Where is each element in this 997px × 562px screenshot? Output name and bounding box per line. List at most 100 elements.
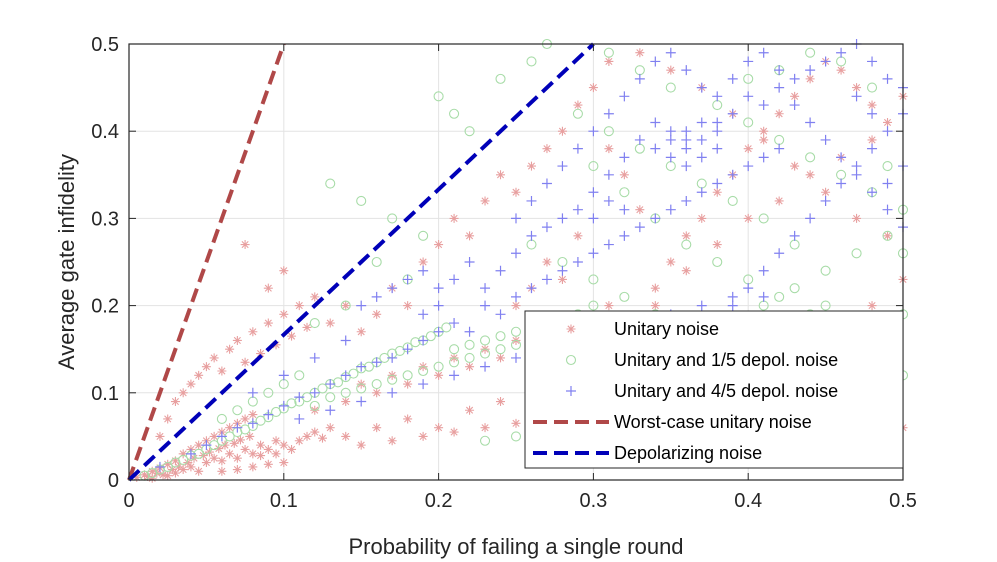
data-point (712, 117, 723, 128)
data-point (356, 300, 367, 311)
data-point (681, 161, 692, 172)
data-point (511, 248, 521, 259)
data-point (603, 195, 614, 206)
data-point (603, 108, 614, 119)
data-point (356, 361, 367, 372)
data-point (867, 135, 877, 145)
data-point (635, 48, 645, 58)
data-point (619, 91, 630, 102)
data-point (867, 108, 878, 119)
data-point (247, 387, 258, 398)
data-point (696, 134, 707, 145)
data-point (790, 91, 800, 101)
data-point (194, 440, 204, 450)
data-point (758, 100, 769, 111)
data-point (309, 387, 320, 398)
data-point (418, 379, 429, 390)
data-point (229, 438, 239, 448)
data-point (789, 230, 800, 241)
data-point (604, 144, 614, 154)
data-point (526, 56, 537, 67)
data-point (325, 405, 336, 416)
data-point (650, 56, 661, 67)
data-point (240, 357, 250, 367)
data-point (774, 65, 785, 76)
data-point (867, 187, 878, 198)
data-point (449, 108, 460, 119)
data-point (449, 344, 460, 355)
data-point (743, 56, 754, 67)
data-point (387, 387, 398, 398)
data-point (882, 204, 893, 215)
data-point (566, 386, 576, 396)
data-point (542, 144, 552, 154)
data-point (403, 414, 413, 424)
legend: Unitary noise Unitary and 1/5 depol. nois… (524, 310, 904, 469)
data-point (557, 265, 568, 276)
data-point (665, 82, 676, 93)
data-point (805, 170, 815, 180)
data-point (325, 392, 336, 403)
data-point (665, 47, 676, 58)
data-point (371, 256, 382, 268)
data-point (820, 195, 831, 206)
data-point (340, 370, 351, 381)
data-point (696, 300, 707, 311)
data-point (194, 466, 204, 476)
data-point (650, 283, 660, 293)
data-point (882, 73, 893, 84)
data-point (449, 427, 459, 437)
data-point (743, 73, 754, 84)
data-point (434, 240, 444, 250)
data-point (805, 65, 816, 76)
data-point (418, 309, 429, 320)
data-point (495, 265, 506, 276)
data-point (464, 352, 475, 363)
data-point (510, 339, 522, 350)
data-point (372, 423, 382, 433)
data-point (650, 117, 661, 128)
data-point (209, 353, 219, 363)
data-point (186, 379, 196, 389)
data-point (263, 283, 273, 293)
y-tick-labels: 0 0.1 0.2 0.3 0.4 0.5 (91, 34, 119, 492)
data-point (178, 465, 188, 475)
data-point (588, 83, 598, 93)
data-point (310, 427, 320, 437)
data-point (511, 301, 521, 311)
data-point (209, 431, 219, 441)
data-point (758, 47, 769, 58)
data-point (434, 423, 444, 433)
data-point (666, 257, 676, 267)
data-point (294, 436, 304, 446)
data-point (235, 435, 245, 445)
series-unitary-1-5-depol (139, 38, 909, 481)
data-point (183, 458, 193, 468)
data-point (154, 461, 165, 472)
data-point (619, 187, 630, 198)
data-point (572, 257, 583, 267)
legend-label: Unitary and 1/5 depol. noise (614, 350, 838, 370)
data-point (743, 144, 753, 154)
data-point (479, 435, 491, 446)
data-point (510, 326, 522, 337)
data-point (759, 135, 769, 145)
data-point (325, 178, 336, 189)
data-point (325, 423, 335, 433)
data-point (278, 370, 289, 381)
data-point (495, 73, 506, 84)
data-point (480, 423, 490, 433)
legend-label: Depolarizing noise (614, 443, 762, 463)
data-point (410, 337, 421, 348)
data-point (619, 230, 630, 241)
legend-label: Unitary noise (614, 319, 719, 339)
data-point (852, 83, 862, 93)
data-point (240, 444, 250, 454)
data-point (852, 213, 862, 223)
data-point (332, 377, 344, 388)
data-point (433, 283, 444, 294)
reference-lines (127, 42, 595, 482)
data-point (167, 465, 177, 475)
data-point (867, 301, 877, 311)
y-tick-label: 0 (108, 470, 119, 492)
